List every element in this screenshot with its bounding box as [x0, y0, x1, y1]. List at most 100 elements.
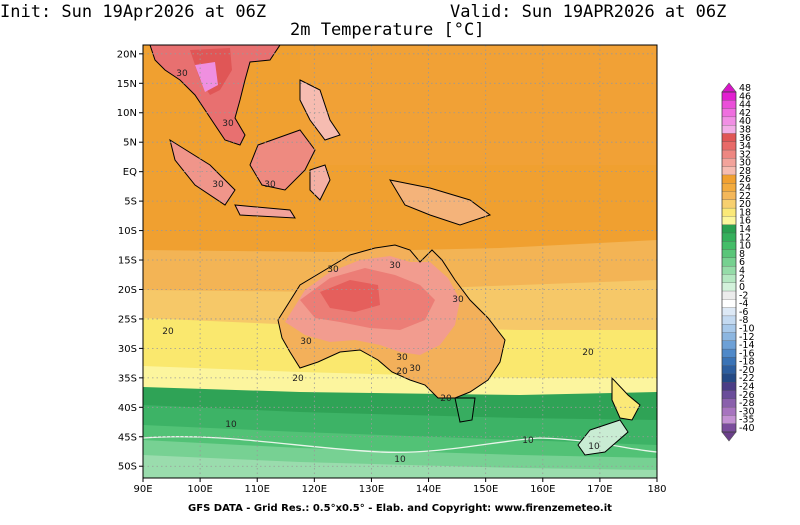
contour-label: 10	[394, 455, 406, 465]
contour-label: 10	[588, 442, 600, 452]
coastlines	[149, 45, 641, 456]
colorbar-label: 24	[739, 183, 751, 194]
colorbar-swatch	[721, 133, 737, 143]
lat-tick-label: 45S	[118, 432, 137, 443]
colorbar-label: 44	[739, 100, 751, 111]
colorbar-swatch	[721, 406, 737, 416]
colorbar-label: -18	[739, 357, 755, 368]
gridlines	[143, 45, 657, 478]
colorbar-bottom-arrow	[721, 431, 737, 442]
colorbar-swatch	[721, 108, 737, 118]
lon-tick-label: 90E	[133, 484, 152, 495]
lat-tick-label: 40S	[118, 403, 137, 414]
contour-label: 30	[212, 180, 224, 190]
colorbar-swatch	[721, 216, 737, 226]
valid-time-label: Valid: Sun 19APR2026 at 06Z	[450, 2, 727, 22]
contour-label: 30	[452, 295, 464, 305]
colorbar-label: 46	[739, 91, 751, 102]
contour-label: 20	[396, 367, 408, 377]
colorbar-label: 18	[739, 207, 751, 218]
colorbar-label: 14	[739, 224, 751, 235]
colorbar-swatch	[721, 357, 737, 367]
lon-tick-label: 120E	[302, 484, 327, 495]
colorbar-swatch	[721, 307, 737, 317]
colorbar-swatch	[721, 158, 737, 168]
temperature-field	[143, 45, 657, 478]
lon-tick-label: 100E	[187, 484, 212, 495]
contour-label: 20	[162, 327, 174, 337]
lon-tick-label: 110E	[245, 484, 270, 495]
colorbar-label: 22	[739, 191, 751, 202]
colorbar-swatch	[721, 324, 737, 333]
colorbar-label: 28	[739, 166, 751, 177]
colorbar-label: 8	[739, 249, 745, 260]
contour-label: 20	[440, 394, 452, 404]
map-frame	[142, 44, 658, 479]
colorbar-swatch	[721, 199, 737, 209]
colorbar-label: -14	[739, 340, 755, 351]
colorbar-swatch	[721, 274, 737, 284]
colorbar-label: 26	[739, 174, 751, 185]
colorbar-swatch	[721, 207, 737, 217]
lat-tick-label: 30S	[118, 344, 137, 355]
lon-tick-label: 180	[647, 484, 666, 495]
colorbar-label: 6	[739, 257, 745, 268]
colorbar-swatch	[721, 373, 737, 383]
colorbar-swatch	[721, 290, 737, 300]
colorbar-label: 4	[739, 265, 745, 276]
lon-tick-label: 140E	[416, 484, 441, 495]
colorbar-swatch	[721, 282, 737, 292]
colorbar-label: 40	[739, 116, 751, 127]
colorbar-label: 16	[739, 216, 751, 227]
lat-tick-label: 50S	[118, 462, 137, 473]
init-time-label: Init: Sun 19Apr2026 at 06Z	[0, 2, 267, 22]
lon-tick-label: 160E	[530, 484, 555, 495]
colorbar-label: -30	[739, 406, 755, 417]
colorbar-label: -28	[739, 398, 755, 409]
colorbar-swatch	[721, 332, 737, 342]
map-title: 2m Temperature [°C]	[290, 20, 485, 40]
colorbar-swatch	[721, 241, 737, 251]
colorbar-swatch	[721, 299, 737, 309]
colorbar-frame	[721, 91, 737, 433]
colorbar-swatch	[721, 315, 737, 325]
colorbar-swatch	[721, 249, 737, 259]
colorbar-label: 12	[739, 232, 751, 243]
colorbar-label: -22	[739, 373, 755, 384]
colorbar-top-arrow	[721, 82, 737, 93]
colorbar-label: 36	[739, 133, 751, 144]
contour-label: 30	[264, 180, 276, 190]
colorbar-swatch	[721, 91, 737, 101]
colorbar-label: -16	[739, 348, 755, 359]
lat-tick-label: 10N	[117, 108, 137, 119]
colorbar-swatch	[721, 125, 737, 134]
colorbar-label: 42	[739, 108, 751, 119]
latitude-ticks: 20N 15N 10N 5N EQ 5S 10S 15S 20S 25S 30S 35S 40S 45S 5…	[117, 49, 143, 473]
colorbar-label: -20	[739, 365, 755, 376]
lon-tick-label: 150E	[473, 484, 498, 495]
colorbar-swatch	[721, 423, 737, 433]
lat-tick-label: 5N	[123, 138, 137, 149]
lat-tick-label: 15S	[118, 256, 137, 267]
colorbar-label: -2	[739, 290, 748, 301]
colorbar-swatch	[721, 398, 737, 408]
colorbar-swatch	[721, 166, 737, 176]
contour-label: 30	[396, 353, 408, 363]
colorbar-label: 10	[739, 241, 751, 252]
colorbar-swatch	[721, 348, 737, 358]
colorbar-swatch	[721, 100, 737, 110]
lat-tick-label: EQ	[123, 167, 137, 178]
lat-tick-label: 15N	[117, 79, 137, 90]
colorbar-label: -8	[739, 315, 748, 326]
lat-tick-label: 20N	[117, 49, 137, 60]
colorbar-swatch	[721, 382, 737, 391]
colorbar-swatch	[721, 390, 737, 400]
colorbar-label: 0	[739, 282, 745, 293]
contour-label: 20	[292, 374, 304, 384]
colorbar-swatch	[721, 116, 737, 126]
colorbar-label: 20	[739, 199, 751, 210]
colorbar-swatch	[721, 257, 737, 267]
colorbar-label: -24	[739, 382, 755, 393]
